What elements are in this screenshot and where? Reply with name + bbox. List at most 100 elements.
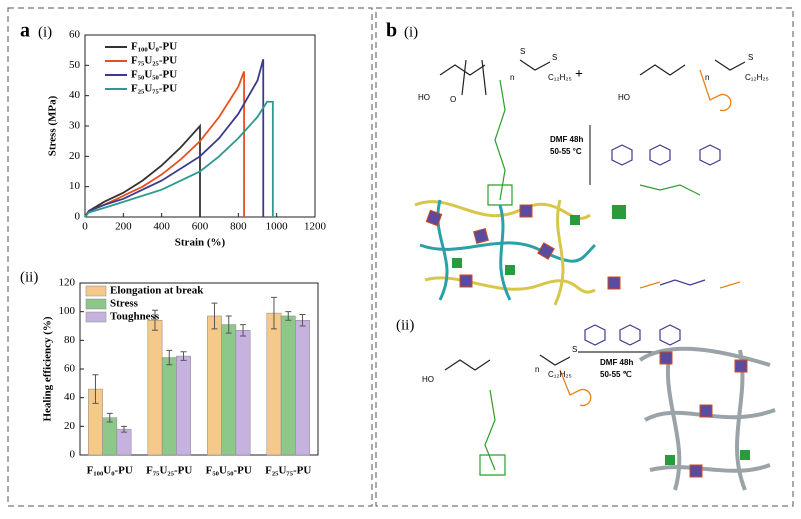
y-tick-label: 60	[69, 29, 81, 41]
atom-label: C₁₂H₂₅	[548, 73, 572, 82]
error-bar	[121, 425, 128, 433]
scheme-maleimide	[584, 144, 721, 346]
panel-label: (ii)	[20, 269, 38, 285]
scheme-orange-chain	[559, 69, 741, 407]
panel-label: b	[386, 20, 397, 42]
y-tick-label: 40	[64, 391, 76, 403]
y-tick-label: 30	[69, 120, 81, 132]
y-tick-label: 60	[64, 363, 76, 375]
atom-label: n	[705, 73, 709, 82]
line-series	[84, 123, 201, 218]
scheme-drawing	[439, 59, 746, 371]
legend-label: F₇₅U₂₅-PU	[131, 55, 177, 67]
atom-label: S	[552, 53, 557, 62]
network-ii	[638, 346, 776, 491]
atom-labels: HO O S S C₁₂H₂₅ n HO S C₁₂H₂₅ n HO S C₁₂…	[418, 47, 769, 384]
y-axis-label: Stress (MPa)	[47, 95, 59, 156]
error-bar	[240, 324, 247, 337]
x-tick-label: 1000	[266, 221, 289, 233]
condition: DMF 48h	[600, 358, 633, 367]
x-tick-label: F₂₅U₇₅-PU	[265, 465, 311, 477]
x-tick-label: 800	[230, 221, 247, 233]
x-tick-label: 200	[115, 221, 132, 233]
legend-label: F₅₀U₅₀-PU	[131, 69, 177, 81]
x-tick-label: 600	[192, 221, 209, 233]
atom-label: HO	[418, 93, 430, 102]
legend-label: F₁₀₀U₀-PU	[131, 41, 177, 53]
bar	[161, 357, 177, 456]
y-tick-label: 20	[64, 420, 76, 432]
error-bar	[299, 314, 306, 327]
line-series	[84, 59, 265, 218]
legend-swatch	[85, 285, 107, 297]
y-tick-label: 0	[75, 211, 81, 223]
panel-a-frame	[7, 7, 373, 507]
atom-label: n	[535, 365, 539, 374]
error-bar	[166, 349, 173, 366]
bar	[266, 312, 282, 456]
bar	[221, 324, 237, 456]
condition: 50-55 °C	[550, 147, 582, 156]
bar	[147, 320, 163, 456]
y-tick-label: 50	[69, 59, 81, 71]
error-bar	[180, 351, 187, 361]
x-tick-label: F₇₅U₂₅-PU	[146, 465, 192, 477]
bar	[102, 417, 118, 456]
bar	[235, 330, 251, 456]
error-bar	[92, 374, 99, 404]
legend-swatch	[85, 298, 107, 310]
legend-label: Stress	[110, 298, 139, 310]
atom-label: S	[572, 345, 577, 354]
x-tick-label: 400	[153, 221, 170, 233]
bar	[116, 428, 132, 456]
panel-label: (i)	[404, 24, 418, 40]
error-bar	[270, 296, 277, 330]
error-bar	[225, 315, 232, 334]
atom-label: O	[450, 95, 456, 104]
y-tick-label: 40	[69, 89, 81, 101]
atom-label: S	[748, 53, 753, 62]
atom-label: HO	[422, 375, 434, 384]
atom-label: C₁₂H₂₅	[548, 370, 572, 379]
panel-label: (ii)	[396, 317, 414, 333]
y-tick-label: 20	[69, 150, 81, 162]
error-bar	[285, 311, 292, 321]
legend-swatch	[85, 311, 107, 323]
x-tick-label: F₁₀₀U₀-PU	[87, 465, 133, 477]
line-series	[84, 100, 274, 218]
scheme-green-chain	[479, 79, 701, 476]
atom-label: n	[510, 73, 514, 82]
bar	[207, 315, 222, 456]
error-bar	[106, 412, 113, 423]
legend-label: F₂₅U₇₅-PU	[131, 83, 177, 95]
panel-label: a	[20, 20, 30, 42]
x-tick-label: F₅₀U₅₀-PU	[206, 465, 252, 477]
bar	[176, 355, 191, 456]
x-axis-label: Strain (%)	[175, 237, 226, 249]
bar	[295, 320, 310, 456]
y-tick-label: 120	[59, 277, 76, 289]
atom-label: C₁₂H₂₅	[745, 73, 769, 82]
y-tick-label: 100	[59, 305, 76, 317]
plus-sign: +	[575, 67, 583, 82]
atom-label: S	[520, 47, 525, 56]
panel-label: (i)	[38, 24, 52, 40]
legend-label: Toughness	[110, 311, 160, 323]
y-tick-label: 80	[64, 334, 76, 346]
condition: DMF 48h	[550, 135, 583, 144]
x-tick-label: 1200	[304, 221, 327, 233]
x-tick-label: 0	[82, 221, 88, 233]
condition: 50-55 ℃	[600, 370, 632, 379]
atom-label: HO	[618, 93, 630, 102]
legend-label: Elongation at break	[110, 285, 204, 297]
y-tick-label: 10	[69, 180, 81, 192]
error-bar	[211, 302, 218, 330]
crosslinks	[425, 204, 750, 478]
panel-b-frame	[375, 7, 794, 507]
network-i	[414, 199, 597, 306]
y-axis-label: Healing efficiency (%)	[42, 316, 54, 421]
y-tick-label: 0	[70, 449, 76, 461]
error-bar	[151, 309, 158, 331]
bar	[280, 315, 296, 456]
